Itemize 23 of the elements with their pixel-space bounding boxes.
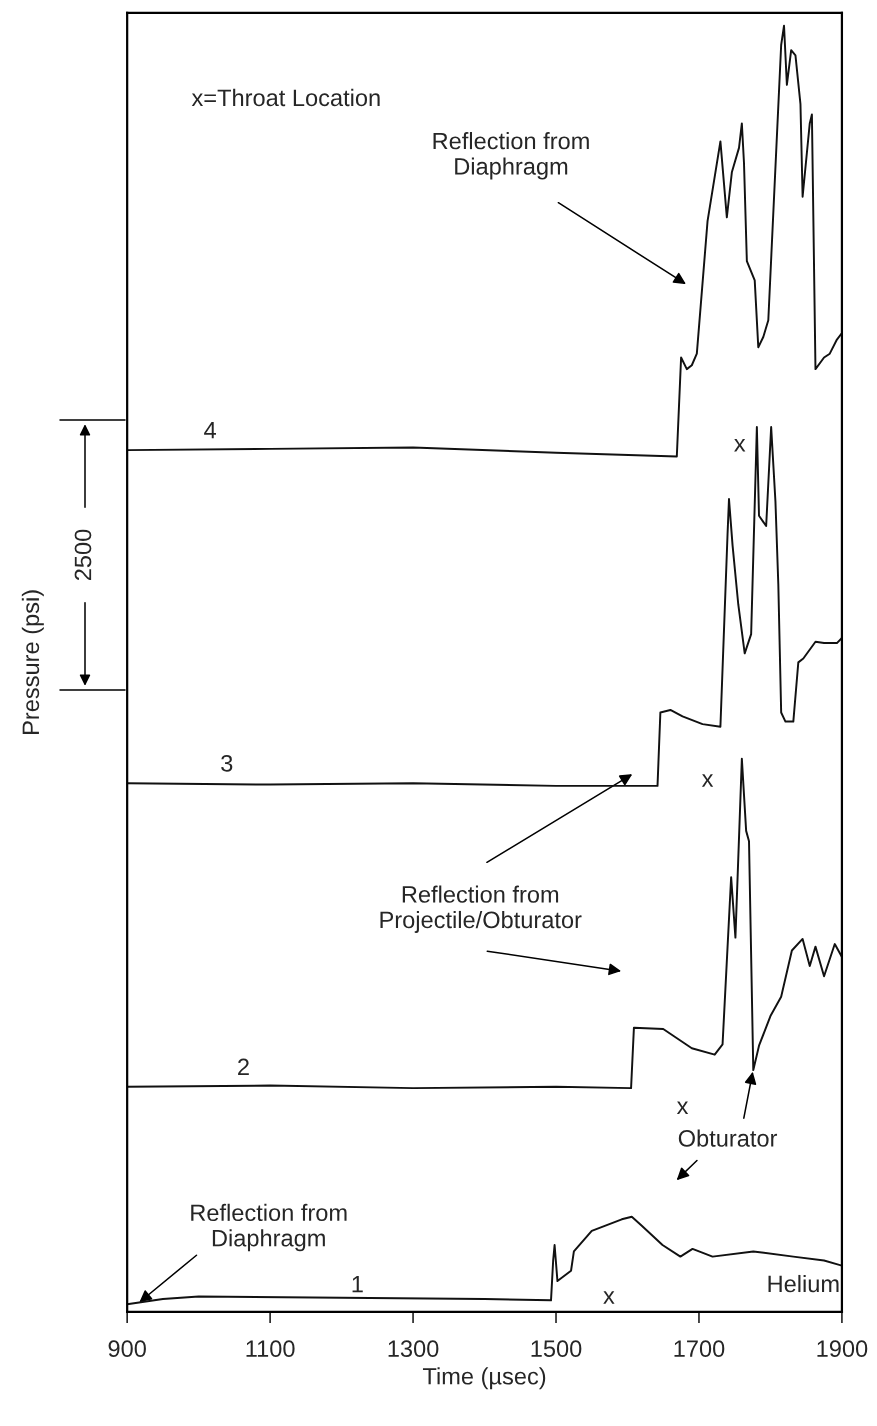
x-tick-label: 900 — [108, 1340, 146, 1358]
x-tick-label: 1700 — [674, 1340, 725, 1358]
x-tick-label: 1500 — [531, 1340, 582, 1358]
annotation: Obturator — [678, 1129, 778, 1147]
annotation: x — [701, 774, 714, 787]
x-axis-title: Time (µsec) — [422, 1367, 546, 1390]
series-label: 2 — [238, 1058, 249, 1075]
x-tick-label: 1100 — [246, 1340, 295, 1358]
y-axis-title: Pressure (psi) — [21, 590, 44, 734]
annotation: x — [603, 1291, 615, 1304]
text: 2500 — [74, 529, 92, 581]
annotation: x=Throat Location — [191, 88, 380, 107]
annotation: Helium — [768, 1274, 839, 1293]
x-tick-label: 1300 — [388, 1340, 439, 1358]
annotation: Reflection from Diaphragm — [191, 1203, 347, 1252]
series-label: 4 — [204, 422, 216, 439]
annotation: Reflection from Diaphragm — [433, 132, 589, 180]
annotation: x — [734, 439, 746, 452]
series-label: 1 — [352, 1276, 363, 1293]
annotation: x — [676, 1101, 689, 1115]
series-label: 3 — [221, 754, 233, 772]
x-tick-label: 1900 — [817, 1340, 868, 1358]
annotation: Reflection from Projectile/Obturator — [380, 885, 582, 933]
